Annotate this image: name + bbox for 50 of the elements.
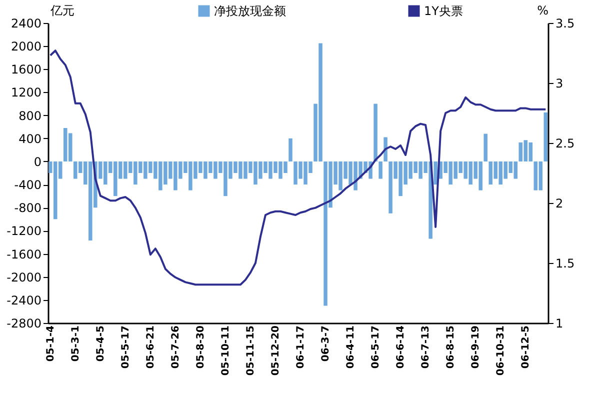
line-series: [49, 50, 547, 286]
x-tick-label: 05-11-15: [245, 325, 256, 376]
bar: [544, 112, 548, 162]
x-tick-label: 05-7-26: [170, 325, 182, 369]
x-tick-label: 06-12-5: [520, 325, 532, 369]
x-tick-label: 06-5-17: [370, 325, 382, 369]
x-tick-label: 05-10-11: [220, 325, 232, 376]
y-tick-label: -1600: [6, 247, 42, 262]
y-tick-label: 800: [18, 108, 42, 123]
y-tick-label: -2800: [6, 316, 42, 330]
legend-label: 1Y央票: [424, 4, 463, 18]
y-tick-label: 2400: [10, 16, 42, 30]
y-tick-label: -800: [14, 201, 42, 216]
bar: [374, 104, 378, 162]
x-tick-label: 05-8-30: [195, 325, 206, 369]
bar: [484, 134, 488, 162]
y-axis-title: 亿元: [50, 4, 74, 18]
y2-tick-label: 2: [556, 196, 564, 210]
y2-tick-label: 1: [556, 316, 564, 330]
legend-label: 净投放现金额: [214, 4, 286, 18]
y-tick-label: 400: [18, 132, 42, 146]
x-tick-label: 05-1-4: [45, 325, 56, 362]
x-tick-label: 05-12-20: [270, 325, 282, 376]
x-tick-label: 06-9-19: [470, 325, 482, 369]
x-tick-label: 05-3-1: [70, 325, 82, 362]
x-tick-label: 06-10-31: [496, 325, 507, 376]
bar: [378, 161, 382, 179]
y2-tick-label: 2.5: [556, 136, 575, 150]
x-tick-label: 05-5-17: [120, 325, 132, 369]
y-tick-label: 0: [34, 154, 42, 169]
x-tick-label: 06-6-14: [396, 325, 407, 369]
y2-tick-label: 1.5: [556, 256, 575, 270]
x-tick-label: 05-6-21: [145, 325, 156, 369]
x-tick-label: 06-7-13: [420, 325, 432, 369]
bar: [288, 138, 292, 162]
y-tick-label: 1600: [10, 62, 42, 77]
x-tick-label: 05-4-5: [95, 325, 106, 362]
y2-tick-label: 3.5: [556, 16, 575, 30]
y-tick-label: 1200: [10, 86, 42, 100]
y-tick-label: -400: [14, 178, 42, 192]
x-tick-label: 06-4-11: [346, 325, 357, 369]
x-tick-label: 06-1-17: [296, 325, 306, 369]
y-tick-label: -2400: [6, 293, 42, 308]
y2-tick-label: 3: [556, 76, 564, 90]
y-tick-label: -1200: [6, 224, 42, 238]
y2-axis-title: %: [537, 4, 548, 18]
x-tick-label: 06-8-15: [446, 325, 457, 369]
x-tick-label: 06-3-7: [320, 325, 332, 362]
y-tick-label: -2000: [6, 270, 42, 284]
y-tick-label: 2000: [10, 40, 42, 54]
